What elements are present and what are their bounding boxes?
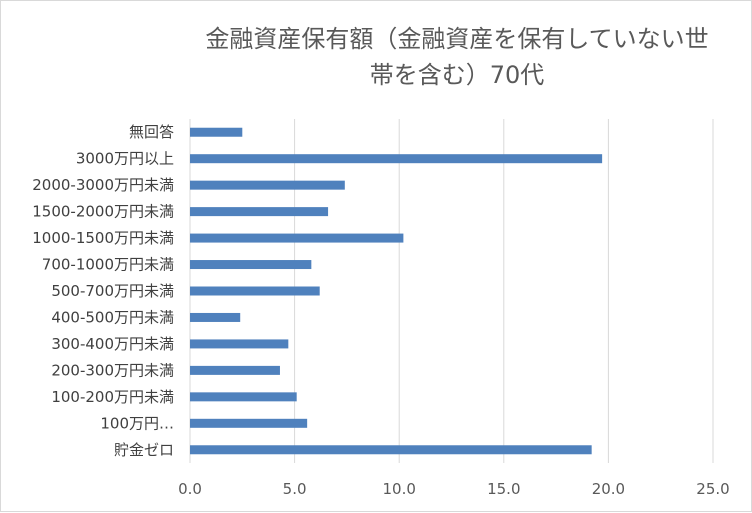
bar — [190, 339, 289, 349]
bar — [190, 207, 329, 217]
bar — [190, 445, 592, 455]
category-label: 貯金ゼロ — [114, 441, 174, 459]
category-label: 400-500万円未満 — [51, 308, 174, 326]
category-label: 100万円… — [100, 414, 174, 432]
category-label: 700-1000万円未満 — [42, 256, 174, 274]
gridlines — [189, 119, 714, 463]
chart-title-line-2: 帯を含む）70代 — [370, 61, 545, 89]
category-label: 1000-1500万円未満 — [32, 229, 174, 247]
category-labels: 無回答 3000万円以上 2000-3000万円未満 1500-2000万円未満 100… — [32, 123, 174, 459]
bar — [190, 365, 280, 375]
category-label: 500-700万円未満 — [51, 282, 174, 300]
x-tick-label: 15.0 — [487, 480, 520, 498]
bar — [190, 392, 297, 402]
bar — [190, 180, 345, 190]
category-label: 無回答 — [129, 123, 174, 141]
category-label: 2000-3000万円未満 — [32, 176, 174, 194]
category-label: 300-400万円未満 — [51, 335, 174, 353]
bar — [190, 286, 320, 296]
x-tick-label: 10.0 — [382, 480, 415, 498]
bar — [190, 233, 404, 243]
category-label: 200-300万円未満 — [51, 361, 174, 379]
x-tick-label: 20.0 — [592, 480, 625, 498]
chart-title-line-1: 金融資産保有額（金融資産を保有していない世 — [205, 25, 708, 53]
bar — [190, 127, 243, 137]
bar — [190, 418, 308, 428]
bars — [190, 127, 603, 455]
category-label: 100-200万円未満 — [51, 388, 174, 406]
x-tick-label: 0.0 — [178, 480, 202, 498]
bar — [190, 154, 603, 164]
category-label: 1500-2000万円未満 — [32, 203, 174, 221]
x-tick-label: 25.0 — [696, 480, 729, 498]
category-label: 3000万円以上 — [76, 150, 174, 168]
x-tick-labels: 0.0 5.0 10.0 15.0 20.0 25.0 — [178, 480, 730, 498]
bar — [190, 312, 241, 322]
x-tick-label: 5.0 — [283, 480, 307, 498]
bar — [190, 260, 312, 270]
